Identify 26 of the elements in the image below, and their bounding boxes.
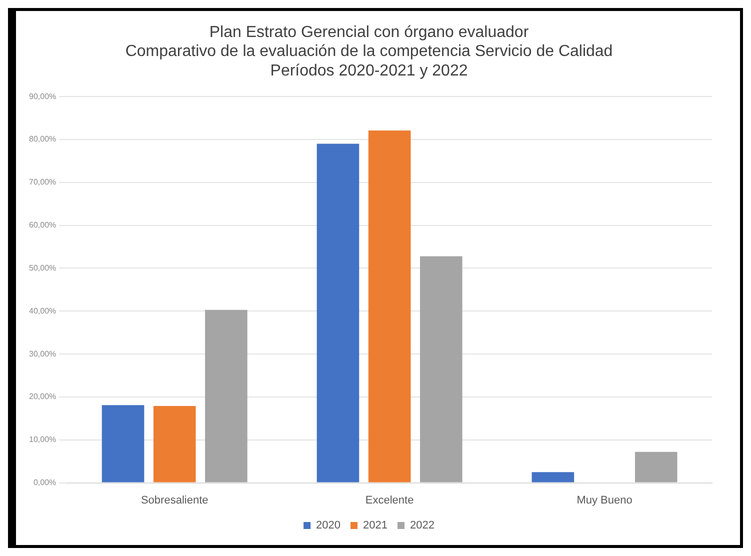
y-tick-label: 90,00% <box>28 92 56 101</box>
legend-label: 2021 <box>363 520 388 532</box>
bar <box>205 310 248 482</box>
y-tick-label: 80,00% <box>28 134 56 144</box>
legend-label: 2022 <box>410 520 434 532</box>
bar <box>153 406 196 482</box>
bar <box>316 144 360 482</box>
chart-subtitle: Comparativo de la evaluación de la competencia Servicio de Calidad Períodos 2020-2021 y 2022 <box>125 43 613 80</box>
y-tick-label: 70,00% <box>28 178 56 187</box>
y-tick-label: 10,00% <box>28 435 56 444</box>
bar <box>102 405 144 482</box>
y-tick-label: 30,00% <box>28 349 56 358</box>
y-tick-label: 0,00% <box>33 478 56 488</box>
x-tick-label: Excelente <box>365 494 414 506</box>
chart-title: Plan Estrato Gerencial con órgano evaluador <box>209 24 530 42</box>
y-tick-label: 60,00% <box>28 220 56 230</box>
x-tick-label: Muy Bueno <box>576 494 632 506</box>
bar <box>532 472 574 482</box>
y-tick-label: 50,00% <box>28 263 56 272</box>
bar <box>634 452 678 482</box>
bar <box>420 256 462 482</box>
legend-label: 2020 <box>316 520 341 532</box>
y-tick-label: 20,00% <box>28 392 56 402</box>
y-tick-label: 40,00% <box>28 306 56 316</box>
bar <box>368 130 411 482</box>
x-tick-label: Sobresaliente <box>140 494 208 506</box>
